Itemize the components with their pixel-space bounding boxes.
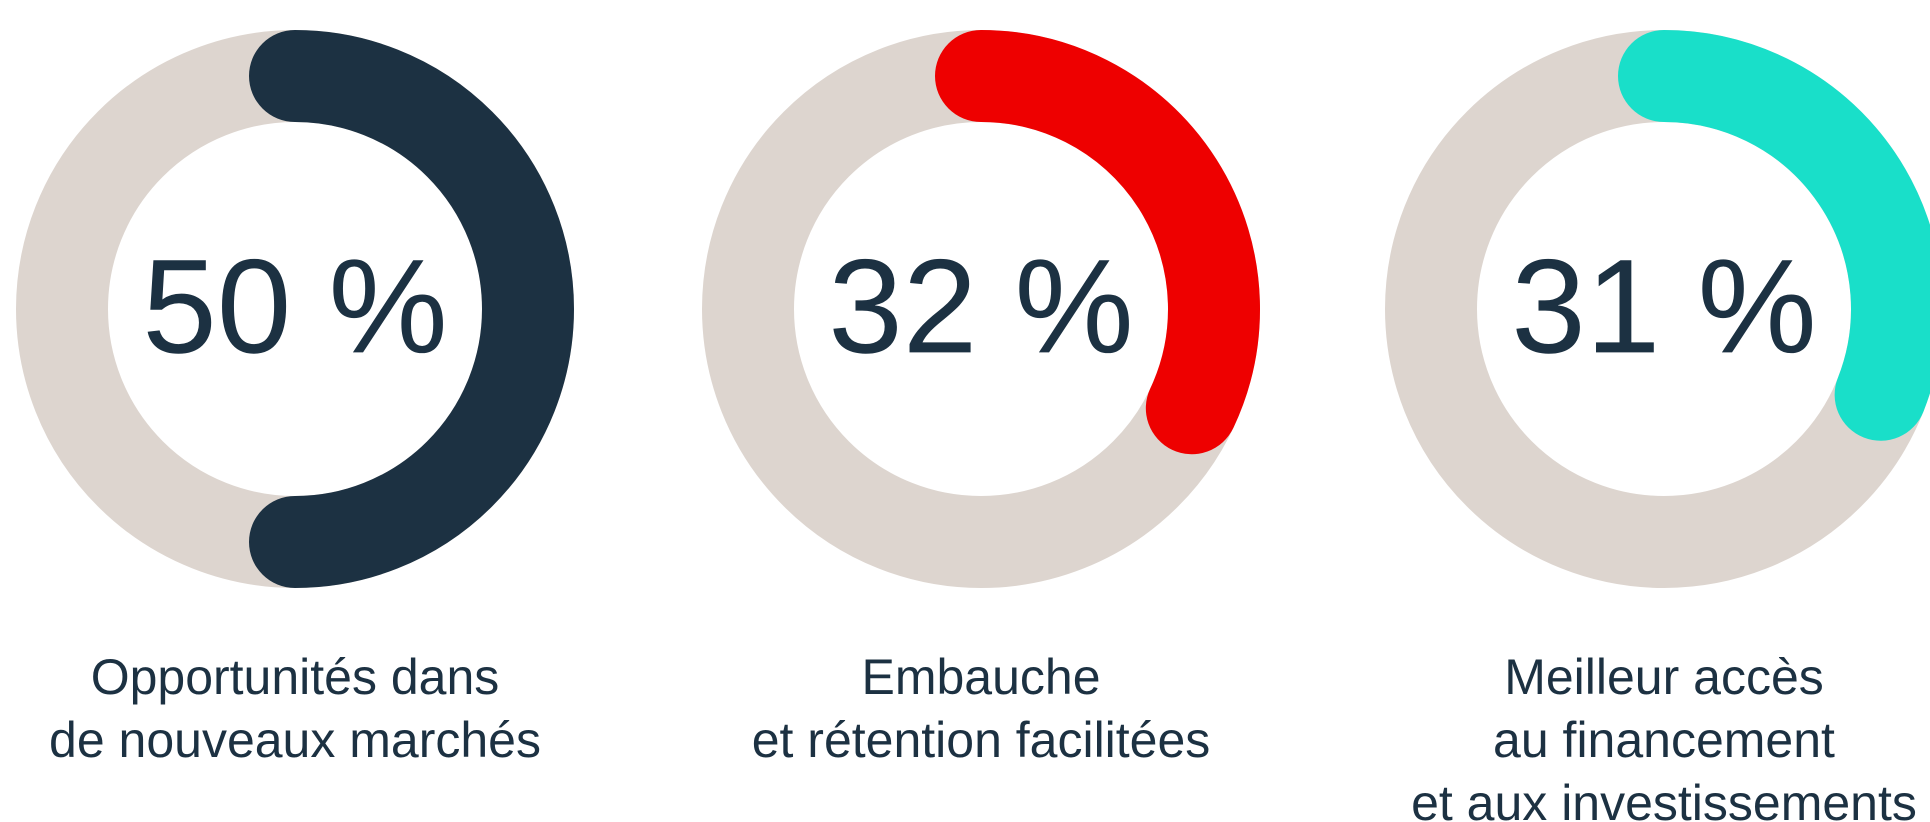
donut-arc — [249, 30, 574, 588]
value-label: 32 % — [828, 232, 1133, 381]
donut-arc — [935, 30, 1260, 455]
category-label: de nouveaux marchés — [49, 712, 541, 768]
value-label: 50 % — [142, 232, 447, 381]
category-label: Opportunités dans — [91, 649, 500, 705]
donut-arc — [1618, 30, 1930, 441]
category-label: et rétention facilitées — [752, 712, 1211, 768]
category-label: et aux investissements — [1411, 775, 1917, 822]
category-label: au financement — [1493, 712, 1835, 768]
category-label: Meilleur accès — [1504, 649, 1824, 705]
value-label: 31 % — [1511, 232, 1816, 381]
category-label: Embauche — [861, 649, 1100, 705]
